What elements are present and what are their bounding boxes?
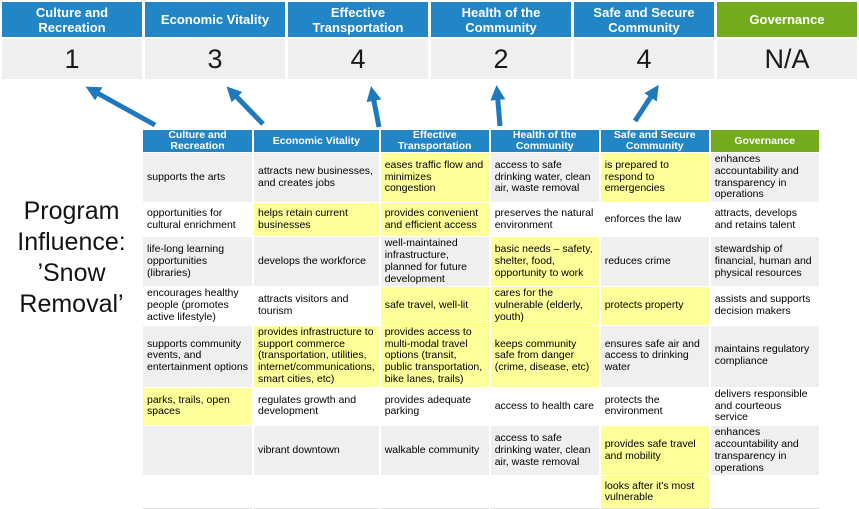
matrix-cell-economic-vitality-3: develops the workforce [253, 236, 381, 287]
scoreboard-column-health-of-the-community: Health of the Community 2 [431, 2, 571, 79]
matrix-row: supports the arts attracts new businesses… [143, 151, 821, 203]
matrix-cell-safe-and-secure-community-2: enforces the law [599, 202, 711, 237]
matrix-cell-governance-3: stewardship of financial, human and phys… [709, 236, 821, 287]
scoreboard-column-governance: Governance N/A [717, 2, 857, 79]
matrix-cell-governance-1: enhances accountability and transparency… [709, 151, 821, 203]
matrix-cell-effective-transportation-6: provides adequate parking [379, 386, 491, 426]
matrix-cell-safe-and-secure-community-3: reduces crime [599, 236, 711, 287]
matrix-cell-economic-vitality-1: attracts new businesses, and creates job… [253, 151, 381, 203]
scoreboard-column-safe-and-secure-community: Safe and Secure Community 4 [574, 2, 714, 79]
matrix-cell-economic-vitality-8 [253, 475, 381, 509]
matrix-cell-effective-transportation-5: provides access to multi-modal travel op… [379, 324, 491, 388]
matrix-row: life-long learning opportunities (librar… [143, 236, 821, 287]
scoreboard-score-economic-vitality: 3 [145, 39, 285, 79]
scoreboard: Culture and Recreation 1 Economic Vitali… [2, 2, 857, 79]
matrix-header-economic-vitality: Economic Vitality [253, 130, 381, 153]
matrix-cell-health-of-the-community-7: access to safe drinking water, clean air… [489, 425, 601, 476]
matrix-cell-health-of-the-community-5: keeps community safe from danger (crime,… [489, 324, 601, 388]
matrix-cell-culture-and-recreation-4: encourages healthy people (promotes acti… [143, 286, 254, 326]
matrix-row: vibrant downtown walkable community access… [143, 425, 821, 476]
scoreboard-header-label: Culture and Recreation [35, 4, 109, 35]
matrix-cell-safe-and-secure-community-6: protects the environment [599, 386, 711, 426]
influence-matrix-table: Culture and Recreation Economic Vitality E… [143, 130, 821, 509]
up-arrow-icon-transportation [366, 86, 382, 128]
matrix-header-safe-and-secure-community: Safe and Secure Community [599, 130, 711, 153]
matrix-cell-economic-vitality-7: vibrant downtown [253, 425, 381, 476]
matrix-header-row: Culture and Recreation Economic Vitality E… [143, 130, 821, 153]
matrix-cell-effective-transportation-7: walkable community [379, 425, 491, 476]
scoreboard-score-culture-and-recreation: 1 [2, 39, 142, 79]
scoreboard-header-culture-and-recreation: Culture and Recreation [2, 2, 142, 37]
matrix-head: Culture and Recreation Economic Vitality E… [143, 130, 821, 153]
scoreboard-header-effective-transportation: Effective Transportation [288, 2, 428, 37]
scoreboard-header-safe-and-secure-community: Safe and Secure Community [574, 2, 714, 37]
matrix-cell-health-of-the-community-4: cares for the vulnerable (elderly, youth… [489, 286, 601, 326]
matrix-cell-safe-and-secure-community-8: looks after it's most vulnerable [599, 475, 711, 509]
matrix-cell-culture-and-recreation-3: life-long learning opportunities (librar… [143, 236, 254, 287]
up-arrow-icon-safe-secure [632, 84, 659, 123]
up-arrow-icon-economic [226, 86, 265, 126]
matrix-cell-culture-and-recreation-8 [143, 475, 254, 509]
matrix-cell-economic-vitality-4: attracts visitors and tourism [253, 286, 381, 326]
matrix-cell-health-of-the-community-6: access to health care [489, 386, 601, 426]
scoreboard-header-health-of-the-community: Health of the Community [431, 2, 571, 37]
matrix-cell-culture-and-recreation-6: parks, trails, open spaces [143, 386, 254, 426]
scoreboard-column-effective-transportation: Effective Transportation 4 [288, 2, 428, 79]
matrix-cell-governance-2: attracts, develops and retains talent [709, 202, 821, 237]
scoreboard-score-health-of-the-community: 2 [431, 39, 571, 79]
matrix-cell-effective-transportation-1: eases traffic flow and minimizes congest… [379, 151, 491, 203]
matrix-header-health-of-the-community: Health of the Community [489, 130, 601, 153]
matrix-cell-governance-7: enhances accountability and transparency… [709, 425, 821, 476]
matrix-body: supports the arts attracts new businesses… [143, 151, 821, 509]
scoreboard-header-label: Safe and Secure Community [593, 4, 695, 35]
matrix-cell-effective-transportation-8 [379, 475, 491, 509]
matrix-cell-governance-5: maintains regulatory compliance [709, 324, 821, 388]
matrix-cell-health-of-the-community-2: preserves the natural environment [489, 202, 601, 237]
matrix-cell-economic-vitality-6: regulates growth and development [253, 386, 381, 426]
scoreboard-header-governance: Governance [717, 2, 857, 37]
scoreboard-score-effective-transportation: 4 [288, 39, 428, 79]
matrix-header-culture-and-recreation: Culture and Recreation [143, 130, 254, 153]
scoreboard-score-safe-and-secure-community: 4 [574, 39, 714, 79]
matrix-cell-safe-and-secure-community-7: provides safe travel and mobility [599, 425, 711, 476]
matrix-cell-safe-and-secure-community-5: ensures safe air and access to drinking … [599, 324, 711, 388]
matrix-cell-culture-and-recreation-2: opportunities for cultural enrichment [143, 202, 254, 237]
matrix-row: supports community events, and entertain… [143, 324, 821, 388]
program-title: Program Influence: ’Snow Removal’ [17, 197, 126, 318]
matrix-header-governance: Governance [709, 130, 821, 153]
up-arrow-icon-culture [85, 86, 157, 128]
matrix-cell-governance-8 [709, 475, 821, 509]
matrix-row: looks after it's most vulnerable [143, 475, 821, 509]
matrix-row: opportunities for cultural enrichment hel… [143, 202, 821, 237]
matrix-cell-economic-vitality-2: helps retain current businesses [253, 202, 381, 237]
influence-matrix: Culture and Recreation Economic Vitality E… [143, 130, 821, 509]
matrix-cell-effective-transportation-3: well-maintained infrastructure, planned … [379, 236, 491, 287]
scoreboard-header-label: Health of the Community [461, 4, 541, 35]
matrix-cell-health-of-the-community-3: basic needs – safety, shelter, food, opp… [489, 236, 601, 287]
matrix-row: parks, trails, open spaces regulates grow… [143, 386, 821, 426]
matrix-cell-effective-transportation-4: safe travel, well-lit [379, 286, 491, 326]
matrix-cell-health-of-the-community-1: access to safe drinking water, clean air… [489, 151, 601, 203]
matrix-cell-culture-and-recreation-1: supports the arts [143, 151, 254, 203]
matrix-cell-culture-and-recreation-5: supports community events, and entertain… [143, 324, 254, 388]
matrix-cell-safe-and-secure-community-1: is prepared to respond to emergencies [599, 151, 711, 203]
matrix-cell-safe-and-secure-community-4: protects property [599, 286, 711, 326]
matrix-cell-economic-vitality-5: provides infrastructure to support comme… [253, 324, 381, 388]
scoreboard-score-governance: N/A [717, 39, 857, 79]
influence-arrows [85, 84, 659, 128]
scoreboard-header-label: Effective Transportation [312, 4, 404, 35]
matrix-cell-health-of-the-community-8 [489, 475, 601, 509]
up-arrow-icon-health [490, 85, 506, 127]
matrix-header-effective-transportation: Effective Transportation [379, 130, 491, 153]
matrix-cell-governance-6: delivers responsible and courteous servi… [709, 386, 821, 426]
matrix-row: encourages healthy people (promotes acti… [143, 286, 821, 326]
scoreboard-column-culture-and-recreation: Culture and Recreation 1 [2, 2, 142, 79]
matrix-cell-governance-4: assists and supports decision makers [709, 286, 821, 326]
scoreboard-header-label: Economic Vitality [160, 12, 270, 27]
scoreboard-column-economic-vitality: Economic Vitality 3 [145, 2, 285, 79]
scoreboard-header-economic-vitality: Economic Vitality [145, 2, 285, 37]
matrix-cell-culture-and-recreation-7 [143, 425, 254, 476]
matrix-cell-effective-transportation-2: provides convenient and efficient access [379, 202, 491, 237]
scoreboard-header-label: Governance [749, 12, 825, 27]
